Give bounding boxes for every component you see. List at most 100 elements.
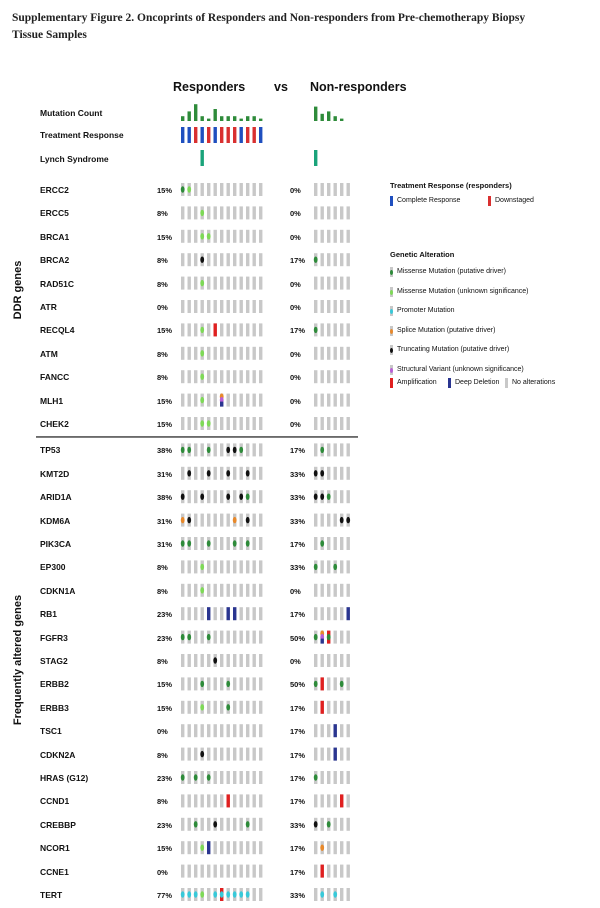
sample-cell [259,560,263,574]
gene-label: CCND1 [40,796,70,807]
sample-cell [233,817,237,831]
sample-cell [327,417,331,430]
sample-cell [239,300,243,313]
nonresponders-pct: 0% [290,186,301,195]
responders-pct: 8% [157,750,168,760]
mutation-count-bar [194,104,198,121]
deletion-mark [207,607,211,621]
sample-cell [213,443,217,457]
sample-cell [239,794,243,808]
sample-cell [220,747,224,761]
gene-label: EP300 [40,562,66,573]
treatment-response-cell [207,127,211,143]
legend-promoter-dot [390,309,393,314]
sample-cell [226,864,230,878]
truncating-mark [213,657,218,664]
mutation-count-bar [213,109,217,121]
missense-driver-mark [193,821,198,828]
gene-label: CCNE1 [40,866,69,877]
legend-complete-label: Complete Response [397,197,461,204]
sample-cell [333,841,337,855]
sample-cell [252,417,256,430]
sample-cell [252,583,256,597]
legend-splice-swatch [390,325,393,336]
missense-driver-mark [239,446,244,454]
missense-driver-mark [313,256,318,263]
mutation-count-bar [333,116,337,121]
sample-cell [233,490,237,504]
sample-cell [340,393,344,407]
sample-cell [333,700,337,714]
sample-cell [187,794,191,808]
sample-cell [233,747,237,761]
sample-cell [226,346,230,360]
nonresponders-header: Non-responders [310,80,407,94]
promoter-mark [232,891,237,898]
missense-driver-mark [326,821,331,828]
sample-cell [340,323,344,337]
sample-cell [226,253,230,267]
mutation-count-bar [314,106,318,121]
legend-truncating-label: Truncating Mutation (putative driver) [397,346,510,353]
sample-cell [200,183,204,196]
promoter-mark [333,891,338,898]
missense-driver-mark [200,680,205,688]
sample-cell [226,841,230,855]
sample-cell [327,771,331,784]
sample-cell [346,323,350,337]
sample-cell [226,537,230,550]
sample-cell [194,607,198,621]
sample-cell [200,513,204,527]
sample-cell [333,393,337,407]
sample-cell [239,654,243,667]
sample-cell [213,300,217,313]
sample-cell [327,323,331,337]
sample-cell [181,864,185,878]
legend-promoter-label: Promoter Mutation [397,307,455,314]
sample-cell [226,370,230,384]
sample-cell [333,417,337,430]
sample-cell [233,654,237,667]
sample-cell [327,864,331,878]
sample-cell [340,630,344,644]
truncating-mark [187,516,192,524]
legend-noalt-swatch [505,378,508,388]
sample-cell [213,183,217,196]
deletion-mark [333,747,337,761]
responders-pct: 38% [157,446,173,456]
sample-cell [340,183,344,196]
truncating-mark [339,516,344,524]
sample-cell [213,724,217,738]
sample-cell [220,229,224,243]
sample-cell [340,370,344,384]
sample-cell [246,417,250,430]
sample-cell [333,370,337,384]
sample-cell [194,276,198,290]
sample-cell [259,724,263,738]
gene-label: TSC1 [40,726,62,737]
deletion-mark [233,607,237,621]
nonresponders-pct: 17% [290,844,306,854]
sample-cell [187,393,191,407]
sample-cell [346,253,350,267]
gene-label: CDKN1A [40,585,76,596]
sample-cell [246,841,250,855]
sample-cell [314,654,318,667]
sample-cell [200,466,204,480]
sample-cell [333,346,337,360]
sample-cell [259,346,263,360]
sample-cell [239,747,243,761]
legend-missense_unknown-label: Missense Mutation (unknown significance) [397,287,529,295]
sample-cell [220,183,224,196]
truncating-mark [239,493,244,500]
sample-cell [327,747,331,761]
sample-cell [346,490,350,504]
sample-cell [226,206,230,220]
sample-cell [259,864,263,878]
lynch-cell [200,150,204,166]
track-label-mutation-count: Mutation Count [40,108,103,118]
sample-cell [233,630,237,644]
sample-cell [259,490,263,504]
sample-cell [239,183,243,196]
sample-cell [233,677,237,691]
